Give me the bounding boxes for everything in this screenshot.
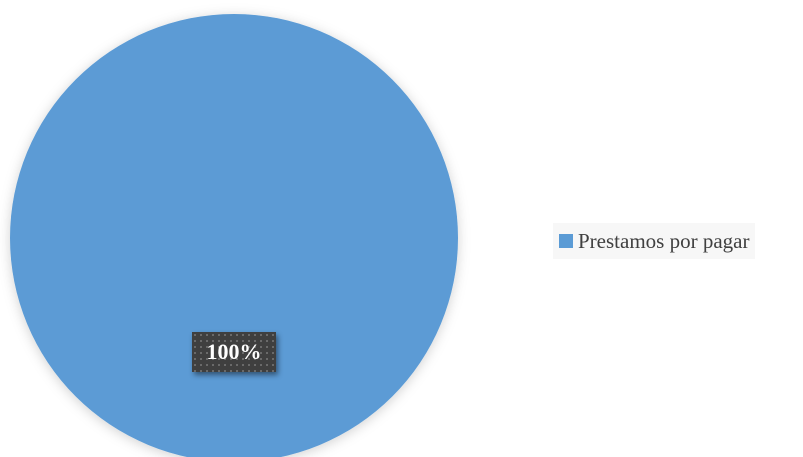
legend-label: Prestamos por pagar <box>578 228 750 253</box>
data-label-box: 100% <box>192 332 276 372</box>
pie-slice-prestamos-por-pagar <box>10 14 458 457</box>
legend: Prestamos por pagar <box>553 223 756 259</box>
legend-swatch <box>559 234 573 248</box>
data-label: 100% <box>206 339 262 364</box>
